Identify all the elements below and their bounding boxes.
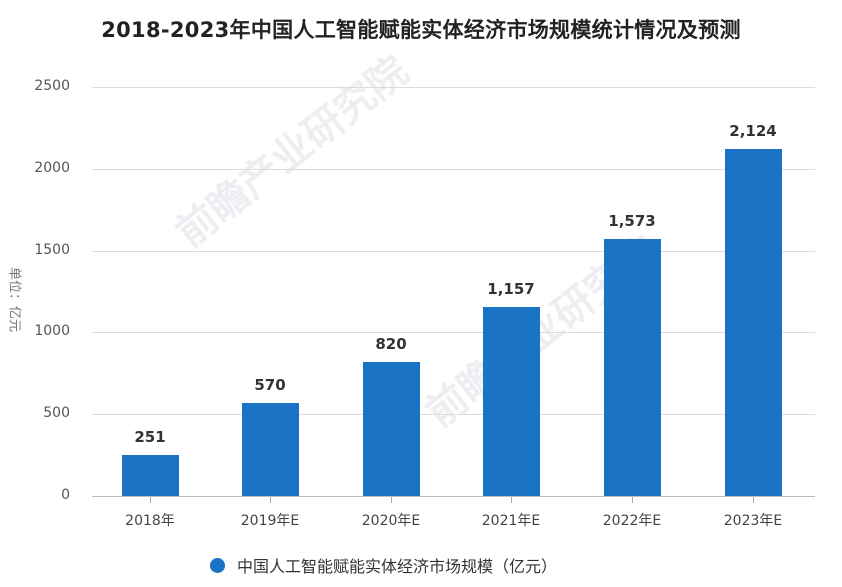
watermark: 前瞻产业研究院 bbox=[167, 47, 417, 257]
bar bbox=[122, 454, 179, 496]
x-tick-label: 2019年E bbox=[240, 513, 300, 529]
gridline bbox=[92, 168, 815, 170]
y-tick-label: 1000 bbox=[34, 323, 70, 340]
bar-value-label: 1,157 bbox=[487, 279, 535, 298]
x-tick-mark bbox=[391, 497, 392, 503]
x-tick-label: 2018年 bbox=[125, 513, 175, 529]
x-tick-mark bbox=[753, 497, 754, 503]
legend-label: 中国人工智能赋能实体经济市场规模（亿元） bbox=[237, 557, 558, 576]
bar-value-label: 570 bbox=[254, 375, 286, 394]
bar-value-label: 251 bbox=[134, 427, 166, 446]
x-tick-mark bbox=[150, 497, 151, 503]
y-tick-label: 2000 bbox=[34, 159, 70, 176]
x-tick-label: 2023年E bbox=[723, 513, 783, 529]
legend-marker-icon bbox=[210, 557, 225, 573]
y-tick-label: 500 bbox=[43, 405, 70, 422]
legend: 中国人工智能赋能实体经济市场规模（亿元） bbox=[210, 553, 557, 577]
bar bbox=[363, 361, 420, 496]
gridline bbox=[92, 250, 815, 252]
x-tick-label: 2022年E bbox=[602, 513, 662, 529]
bar bbox=[725, 148, 782, 496]
gridline bbox=[92, 414, 815, 416]
y-tick-label: 0 bbox=[61, 487, 70, 503]
x-tick-mark bbox=[632, 497, 633, 503]
x-tick-mark bbox=[270, 497, 271, 503]
bar bbox=[483, 306, 540, 496]
bar-value-label: 820 bbox=[375, 334, 407, 353]
gridline bbox=[92, 332, 815, 334]
x-tick-mark bbox=[511, 497, 512, 503]
bar-value-label: 2,124 bbox=[729, 121, 777, 140]
gridline bbox=[92, 87, 815, 88]
bar bbox=[604, 238, 661, 496]
chart-title: 2018-2023年中国人工智能赋能实体经济市场规模统计情况及预测 bbox=[101, 18, 741, 42]
x-axis-line bbox=[92, 496, 815, 497]
y-tick-label: 1500 bbox=[34, 241, 70, 258]
bar bbox=[242, 402, 299, 496]
x-tick-label: 2021年E bbox=[481, 513, 541, 529]
x-tick-label: 2020年E bbox=[361, 513, 421, 529]
y-tick-label: 2500 bbox=[34, 78, 70, 94]
bar-value-label: 1,573 bbox=[608, 211, 656, 230]
